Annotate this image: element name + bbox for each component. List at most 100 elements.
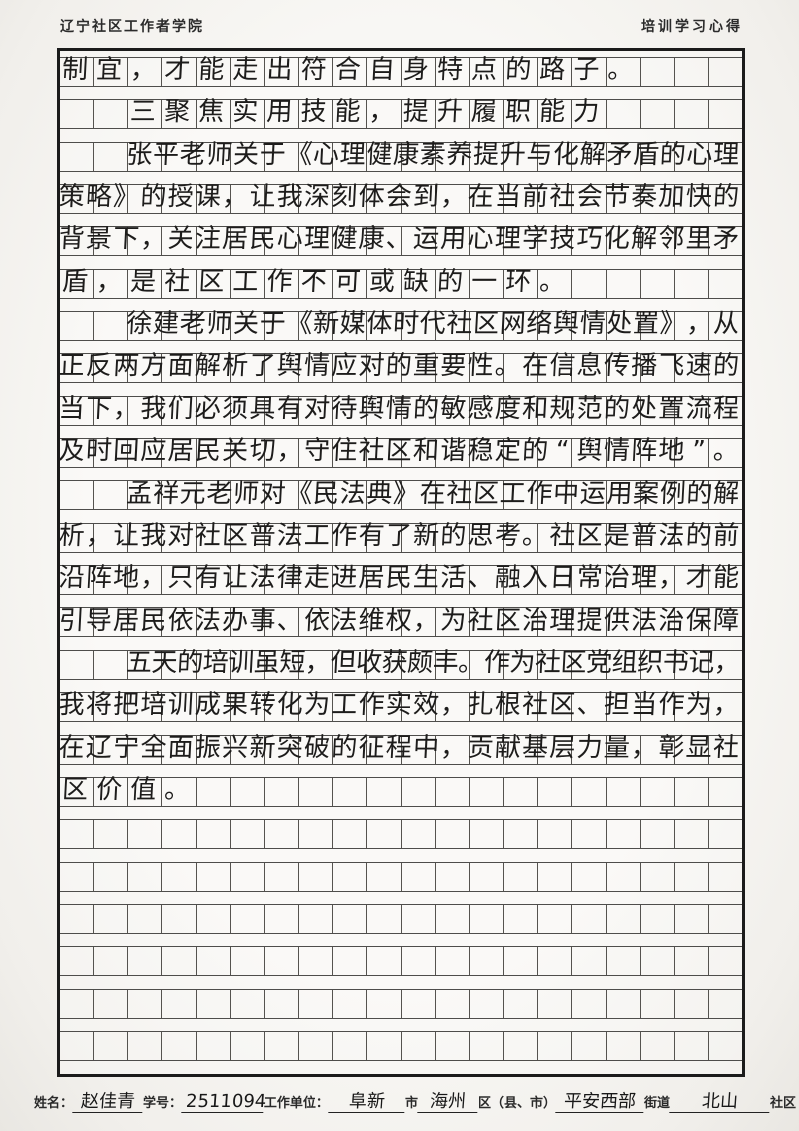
grid-cell xyxy=(434,947,469,976)
grid-cell xyxy=(161,904,195,933)
grid-cell xyxy=(605,523,640,552)
grid-cell xyxy=(605,439,640,468)
grid-cell xyxy=(707,439,742,468)
grid-cell xyxy=(605,227,640,256)
grid-cell xyxy=(468,947,503,976)
grid-cell xyxy=(127,269,161,298)
grid-cell xyxy=(503,439,537,468)
grid-cell xyxy=(571,608,605,637)
grid-cell xyxy=(434,354,469,383)
grid-cell xyxy=(537,185,571,214)
grid-cell xyxy=(707,989,742,1018)
grid-spacer-row xyxy=(60,934,742,946)
grid-cell-row xyxy=(60,99,742,130)
grid-cell xyxy=(468,820,503,849)
grid-spacer-row xyxy=(60,722,742,734)
grid-cell xyxy=(161,650,195,679)
work-unit-label: 工作单位： xyxy=(263,1095,329,1110)
grid-cell xyxy=(434,608,469,637)
grid-cell xyxy=(503,904,537,933)
grid-cell xyxy=(263,354,298,383)
grid-cell xyxy=(503,735,537,764)
grid-cell xyxy=(195,142,230,171)
grid-cell xyxy=(127,989,161,1018)
grid-cell xyxy=(537,269,571,298)
grid-cell xyxy=(673,269,708,298)
grid-spacer-row xyxy=(60,595,742,607)
grid-spacer-row xyxy=(60,383,742,395)
grid-cell xyxy=(707,820,742,849)
grid-cell xyxy=(537,58,571,86)
grid-cell-row xyxy=(60,607,742,638)
grid-cell xyxy=(605,862,640,891)
grid-cell xyxy=(571,989,605,1018)
grid-cell xyxy=(127,777,161,806)
grid-cell xyxy=(571,227,605,256)
grid-cell xyxy=(639,439,674,468)
grid-cell xyxy=(263,608,298,637)
grid-cell xyxy=(93,735,127,764)
grid-cell xyxy=(605,693,640,722)
grid-cell xyxy=(503,354,537,383)
grid-cell xyxy=(93,227,127,256)
grid-cell xyxy=(434,481,469,510)
grid-cell xyxy=(60,481,93,509)
grid-cell xyxy=(468,862,503,891)
grid-cell xyxy=(366,185,400,214)
grid-cell xyxy=(366,312,400,341)
grid-cell xyxy=(195,820,230,849)
grid-cell xyxy=(468,269,503,298)
grid-cell xyxy=(195,354,230,383)
grid-cell xyxy=(400,820,435,849)
grid-cell xyxy=(195,439,230,468)
grid-cell xyxy=(707,396,742,425)
grid-cell xyxy=(400,693,435,722)
grid-cell xyxy=(400,989,435,1018)
grid-cell xyxy=(60,608,93,636)
grid-cell xyxy=(503,947,537,976)
grid-cell xyxy=(263,439,298,468)
district-value-handwritten: 海州 xyxy=(417,1091,479,1113)
grid-cell xyxy=(537,693,571,722)
grid-cell xyxy=(229,396,264,425)
grid-cell xyxy=(468,312,503,341)
grid-cell xyxy=(571,185,605,214)
grid-cell xyxy=(400,58,435,86)
grid-cell xyxy=(298,735,332,764)
grid-cell-row xyxy=(60,353,742,384)
grid-cell xyxy=(707,650,742,679)
grid-cell xyxy=(400,1031,435,1060)
manuscript-grid xyxy=(57,48,745,1077)
grid-cell xyxy=(60,947,93,975)
grid-cell xyxy=(263,1031,298,1060)
grid-cell xyxy=(229,523,264,552)
grid-spacer-row xyxy=(60,426,742,438)
grid-cell xyxy=(298,269,332,298)
grid-cell xyxy=(332,396,366,425)
grid-cell xyxy=(605,312,640,341)
grid-cell xyxy=(127,904,161,933)
grid-cell xyxy=(707,777,742,806)
grid-cell-row xyxy=(60,438,742,469)
grid-cell xyxy=(537,142,571,171)
grid-cell xyxy=(60,905,93,933)
grid-cell xyxy=(161,396,195,425)
grid-cell xyxy=(537,566,571,595)
grid-cell xyxy=(60,736,93,764)
grid-cell xyxy=(60,778,93,806)
grid-cell xyxy=(673,947,708,976)
grid-cell xyxy=(639,523,674,552)
grid-cell-row xyxy=(60,184,742,215)
grid-cell xyxy=(195,58,230,86)
grid-cell xyxy=(161,523,195,552)
grid-cell-row xyxy=(60,565,742,596)
grid-cell xyxy=(366,439,400,468)
grid-cell xyxy=(673,693,708,722)
grid-cell xyxy=(639,1031,674,1060)
grid-cell xyxy=(707,58,742,86)
grid-cell xyxy=(332,185,366,214)
grid-cell xyxy=(229,608,264,637)
grid-cell xyxy=(93,1031,127,1060)
grid-cell xyxy=(127,862,161,891)
grid-cell xyxy=(298,58,332,86)
